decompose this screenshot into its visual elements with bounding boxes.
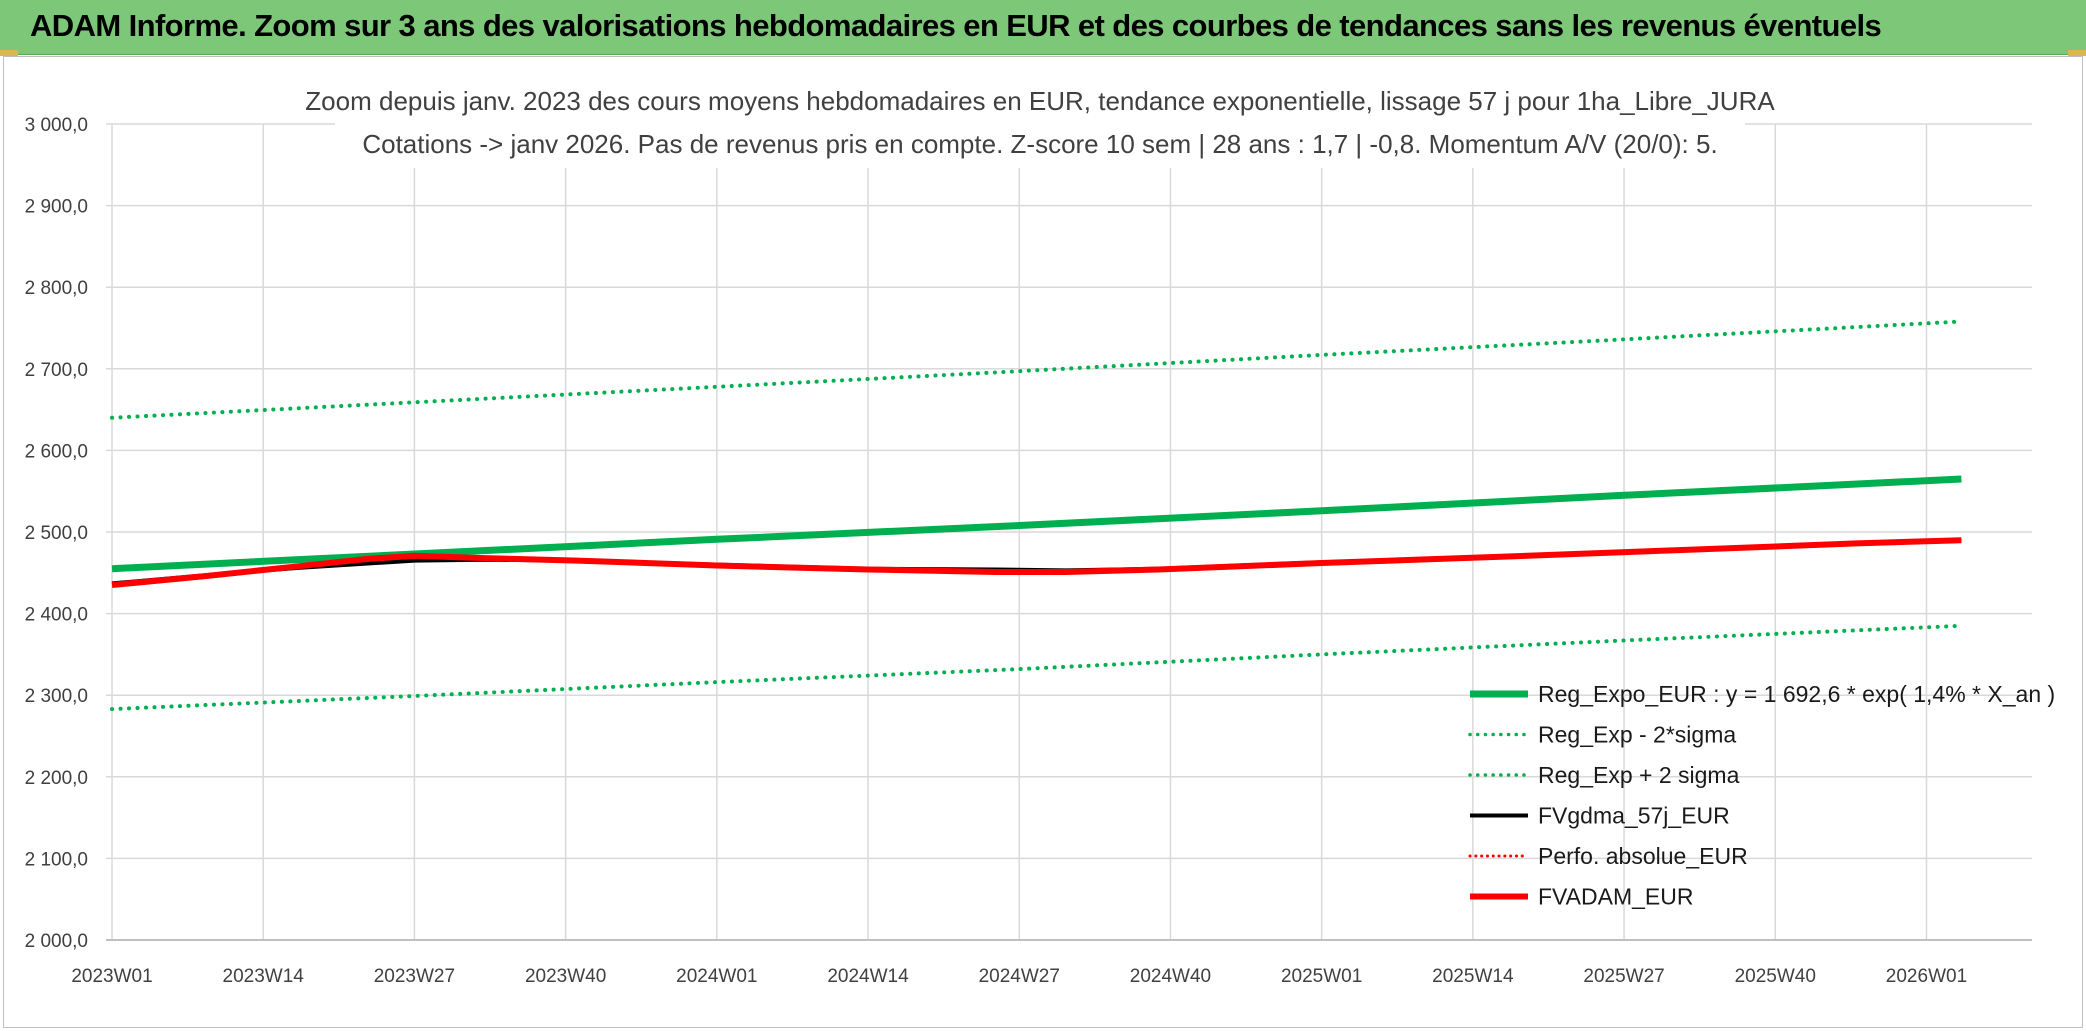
banner-corner-right [2068, 50, 2086, 56]
x-tick-label: 2024W14 [827, 966, 909, 987]
y-axis-ticks: 2 000,0 2 100,0 2 200,0 2 300,0 2 400,0 2 500… [25, 115, 88, 952]
legend: Reg_Expo_EUR : y = 1 692,6 * exp( 1,4% *… [1468, 681, 2055, 910]
series-line-3 [111, 538, 1962, 586]
y-tick-label: 2 300,0 [25, 686, 88, 707]
y-tick-label: 2 500,0 [25, 523, 88, 544]
y-tick-label: 2 700,0 [25, 360, 88, 381]
x-tick-label: 2025W14 [1432, 966, 1514, 987]
x-tick-label: 2023W14 [223, 966, 305, 987]
y-tick-label: 2 000,0 [25, 931, 88, 952]
legend-label-4: Perfo. absolue_EUR [1538, 843, 1748, 869]
x-tick-label: 2024W01 [676, 966, 757, 987]
y-tick-label: 3 000,0 [25, 115, 88, 136]
series-line-2 [110, 319, 1964, 420]
x-tick-label: 2026W01 [1886, 966, 1967, 987]
chart-title-line-2: Cotations -> janv 2026. Pas de revenus p… [362, 129, 1717, 159]
report-banner: ADAM Informe. Zoom sur 3 ans des valoris… [0, 0, 2086, 56]
report-title: ADAM Informe. Zoom sur 3 ans des valoris… [30, 8, 1882, 43]
chart-title: Zoom depuis janv. 2023 des cours moyens … [305, 80, 1775, 168]
legend-label-3: FVgdma_57j_EUR [1538, 803, 1730, 829]
y-tick-label: 2 400,0 [25, 605, 88, 626]
legend-label-0: Reg_Expo_EUR : y = 1 692,6 * exp( 1,4% *… [1538, 681, 2055, 707]
chart-title-line-1: Zoom depuis janv. 2023 des cours moyens … [305, 86, 1775, 116]
legend-label-5: FVADAM_EUR [1538, 884, 1694, 910]
y-tick-label: 2 900,0 [25, 197, 88, 218]
series-line-1 [110, 623, 1964, 712]
legend-label-2: Reg_Exp + 2 sigma [1538, 762, 1740, 788]
chart-frame [3, 56, 2083, 1028]
x-axis-ticks: 2023W01 2023W14 2023W27 2023W40 2024W01 2024W… [71, 966, 1967, 987]
y-tick-label: 2 800,0 [25, 278, 88, 299]
series-lines [110, 319, 1964, 712]
y-tick-label: 2 100,0 [25, 849, 88, 870]
x-tick-label: 2024W40 [1130, 966, 1211, 987]
x-tick-label: 2023W27 [374, 966, 455, 987]
x-tick-label: 2025W40 [1735, 966, 1816, 987]
x-tick-label: 2025W01 [1281, 966, 1362, 987]
banner-corner-left [0, 50, 18, 56]
x-tick-label: 2023W01 [71, 966, 152, 987]
series-line-5 [111, 537, 1962, 588]
x-tick-label: 2024W27 [979, 966, 1060, 987]
legend-label-1: Reg_Exp - 2*sigma [1538, 722, 1736, 748]
y-tick-label: 2 600,0 [25, 441, 88, 462]
grid-lines [106, 123, 2032, 941]
title-background [335, 80, 1745, 168]
y-tick-label: 2 200,0 [25, 768, 88, 789]
x-tick-label: 2025W27 [1583, 966, 1664, 987]
x-tick-label: 2023W40 [525, 966, 606, 987]
